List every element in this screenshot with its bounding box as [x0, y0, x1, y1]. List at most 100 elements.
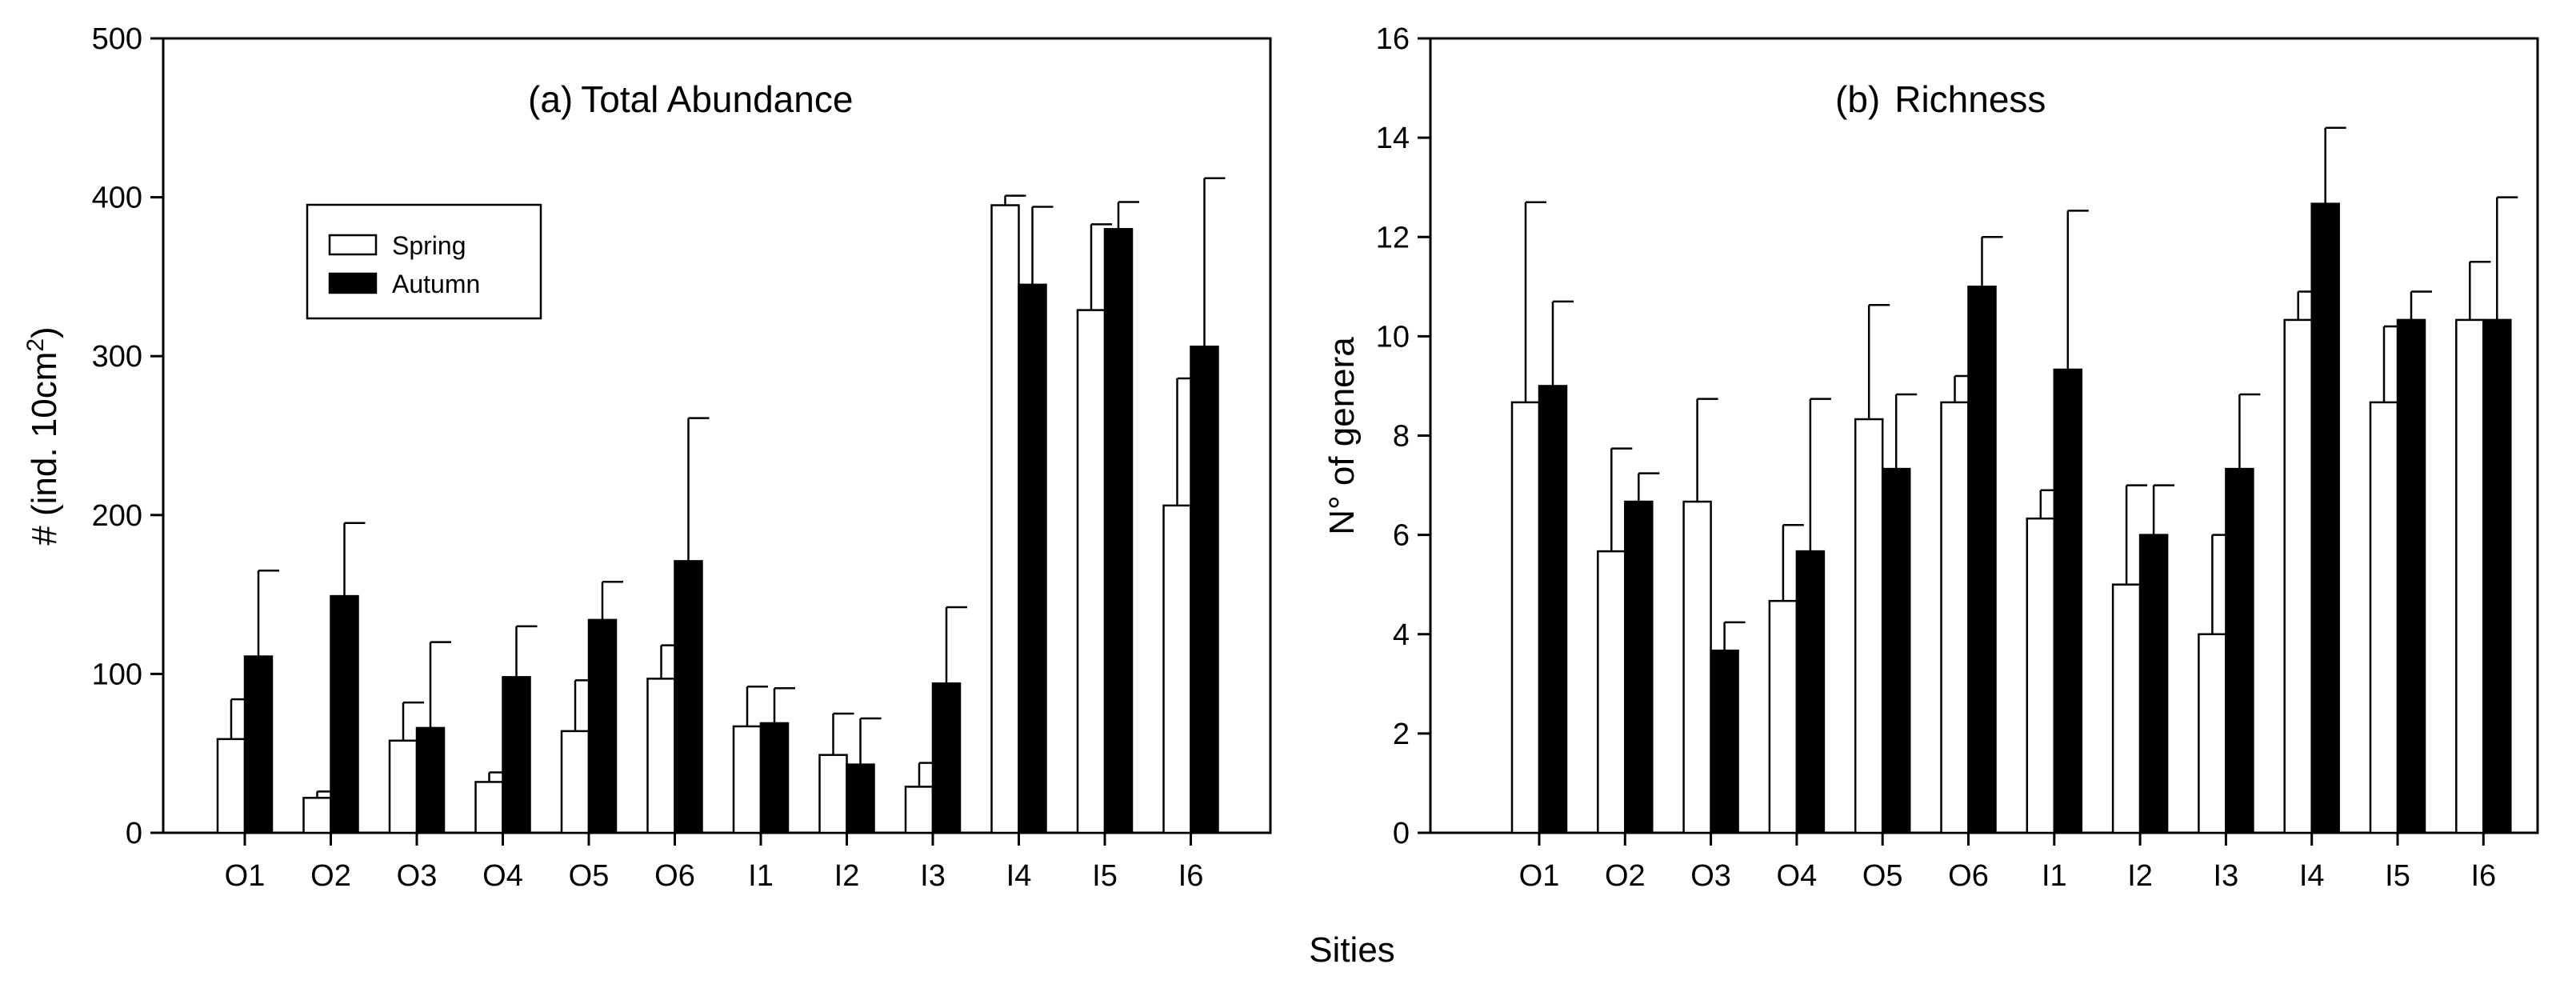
- bar-autumn-i2: [2138, 534, 2169, 834]
- bar-spring-i1: [732, 725, 762, 834]
- y-tick-label: 10: [1376, 320, 1410, 354]
- x-tick-label: I2: [2127, 859, 2153, 893]
- bar-autumn-i3: [2225, 467, 2254, 834]
- legend-spring-swatch: [328, 234, 378, 256]
- x-tick-label: I3: [920, 859, 946, 893]
- x-axis-title: Sities: [1309, 930, 1395, 970]
- bar-spring-o3: [1682, 500, 1712, 834]
- legend-autumn-label: Autumn: [392, 270, 480, 298]
- bar-autumn-i5: [2396, 318, 2426, 834]
- x-tick-label: O2: [310, 859, 351, 893]
- bar-spring-i1: [2026, 517, 2056, 834]
- y-tick-label: 300: [92, 340, 142, 374]
- y-tick-label: 500: [92, 22, 142, 56]
- bar-spring-i6: [1162, 504, 1192, 834]
- x-tick-label: O4: [482, 859, 523, 893]
- panel-b-richness: 0 2 4 6 8 10 12 14 16 O1 O2 O3 O4 O5 O6 I1 I2 I3 I4 I5 I6 (…: [1322, 22, 2539, 893]
- bar-autumn-o5: [1881, 467, 1911, 834]
- panel-a-ylabel-main: # (ind. 10cm: [25, 352, 64, 546]
- x-tick-label: I4: [1006, 859, 1032, 893]
- bar-autumn-i3: [931, 682, 962, 834]
- bar-spring-i5: [1076, 309, 1106, 834]
- x-tick-label: I6: [2470, 859, 2496, 893]
- y-tick-label: 0: [126, 817, 142, 850]
- bar-autumn-o1: [1538, 385, 1568, 834]
- x-tick-label: O2: [1605, 859, 1646, 893]
- bar-autumn-i4: [1018, 283, 1047, 834]
- bar-spring-o4: [474, 781, 504, 834]
- bar-autumn-o5: [587, 618, 618, 834]
- bar-autumn-o2: [330, 594, 359, 834]
- bar-autumn-o6: [674, 560, 703, 834]
- x-tick-label: I1: [2042, 859, 2067, 893]
- bar-spring-o3: [388, 739, 418, 834]
- bar-spring-i4: [990, 204, 1020, 834]
- bar-spring-i5: [2369, 401, 2399, 834]
- panel-a-plot-frame: [162, 37, 1272, 834]
- panel-a-label: (a): [528, 78, 573, 120]
- y-tick-label: 200: [92, 499, 142, 533]
- x-tick-label: O1: [225, 859, 266, 893]
- x-tick-label: O3: [1690, 859, 1731, 893]
- y-tick-label: 2: [1393, 718, 1410, 751]
- panel-b-y-axis-title: N° of genera: [1322, 337, 1362, 535]
- bar-spring-o6: [1940, 401, 1970, 834]
- panel-b-y-axis: 0 2 4 6 8 10 12 14 16: [1376, 22, 1430, 850]
- bar-autumn-o2: [1624, 500, 1654, 834]
- panel-a-ylabel-end: ): [25, 326, 64, 338]
- bar-autumn-i6: [1190, 346, 1219, 834]
- bar-autumn-o4: [502, 676, 531, 834]
- x-tick-label: I3: [2214, 859, 2239, 893]
- bar-spring-i3: [904, 786, 934, 834]
- x-tick-label: O5: [569, 859, 610, 893]
- bar-spring-i2: [818, 754, 848, 834]
- x-tick-label: I1: [748, 859, 774, 893]
- panel-a-title: (a) Total Abundance: [528, 78, 853, 120]
- legend: Spring Autumn: [306, 203, 542, 320]
- bar-autumn-i4: [2310, 202, 2340, 834]
- x-tick-label: O4: [1777, 859, 1818, 893]
- bar-spring-i6: [2455, 318, 2485, 834]
- x-tick-label: O1: [1519, 859, 1560, 893]
- x-tick-label: I2: [834, 859, 860, 893]
- legend-spring-label: Spring: [392, 231, 466, 260]
- panel-b-x-axis: O1 O2 O3 O4 O5 O6 I1 I2 I3 I4 I5 I6: [1519, 833, 2496, 893]
- panel-a-y-axis: 0 100 200 300 400 500: [92, 22, 163, 850]
- panel-a-title-text: Total Abundance: [581, 78, 853, 120]
- bar-autumn-o4: [1795, 550, 1826, 834]
- x-tick-label: I5: [1092, 859, 1118, 893]
- y-tick-label: 4: [1393, 618, 1410, 652]
- panel-b-title: (b) Richness: [1835, 78, 2046, 120]
- bar-spring-o2: [1597, 550, 1626, 834]
- x-tick-label: O6: [654, 859, 695, 893]
- bar-spring-o1: [1510, 401, 1541, 834]
- y-tick-label: 12: [1376, 221, 1410, 254]
- x-tick-label: O6: [1948, 859, 1989, 893]
- bar-autumn-i1: [759, 722, 790, 834]
- bar-autumn-i1: [2053, 368, 2083, 834]
- panel-b-bars: [1510, 126, 2518, 834]
- bar-autumn-i6: [2482, 318, 2512, 834]
- panel-a-total-abundance: 0 100 200 300 400 500 O1 O2 O3 O4 O5 O6 I1 I2 I3 I4 I5 I…: [22, 22, 1272, 893]
- y-tick-label: 100: [92, 658, 142, 691]
- y-tick-label: 400: [92, 182, 142, 215]
- panel-a-bars: [216, 177, 1226, 834]
- bar-spring-o1: [216, 738, 246, 834]
- x-tick-label: O3: [397, 859, 438, 893]
- bar-autumn-o3: [1710, 649, 1739, 834]
- y-tick-label: 16: [1376, 22, 1410, 56]
- panel-a-x-axis: O1 O2 O3 O4 O5 O6 I1 I2 I3 I4 I5 I6: [225, 833, 1203, 893]
- legend-autumn-swatch: [328, 272, 378, 294]
- bar-spring-o5: [1854, 418, 1884, 834]
- panel-a-y-axis-title: # (ind. 10cm2): [22, 326, 64, 545]
- panel-a-ylabel-superscript: 2: [22, 338, 49, 352]
- x-tick-label: I5: [2385, 859, 2410, 893]
- bar-spring-o6: [646, 678, 676, 834]
- bar-spring-i4: [2283, 318, 2313, 834]
- y-tick-label: 6: [1393, 519, 1410, 553]
- bar-autumn-o3: [415, 726, 446, 834]
- y-tick-label: 0: [1393, 817, 1410, 850]
- bar-autumn-o1: [243, 655, 274, 834]
